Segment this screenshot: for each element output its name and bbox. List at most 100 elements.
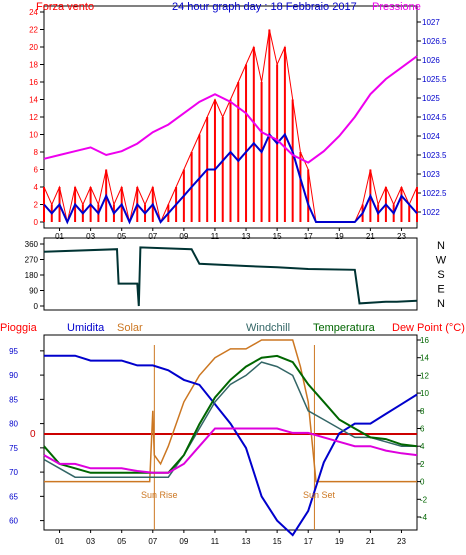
direction-y-tick-label: 180 xyxy=(25,271,39,280)
wind-y-tick-label: 2 xyxy=(34,201,39,210)
legend-entry: Solar xyxy=(117,322,143,334)
direction-y-ticks: 360 270 180 90 0 xyxy=(25,240,44,311)
wind-y-tick-label: 14 xyxy=(29,96,38,105)
temperature-plot-frame xyxy=(43,334,418,531)
humidity-y-tick-label: 60 xyxy=(9,517,18,526)
legend-entry: Pioggia xyxy=(0,322,38,334)
temperature-x-tick-label: 15 xyxy=(273,537,282,546)
temperature-x-tick-label: 03 xyxy=(86,537,95,546)
pressure-y-tick-label: 1027 xyxy=(422,18,440,27)
temperature-y-tick-label: 0 xyxy=(420,478,425,487)
chart-title: 24 hour graph day : 18 Febbraio 2017 xyxy=(172,1,357,13)
dewpoint-line xyxy=(43,427,418,474)
sun-set-label: Sun Set xyxy=(303,490,336,500)
rain-zero-label: 0 xyxy=(30,429,36,440)
temperature-x-tick-label: 13 xyxy=(242,537,251,546)
legend-entry: Dew Point (°C) xyxy=(392,322,465,334)
temperature-x-tick-label: 17 xyxy=(304,537,313,546)
temperature-y-tick-label: 16 xyxy=(420,336,429,345)
temperature-x-ticks: 01 03 05 07 09 11 13 15 17 19 21 23 xyxy=(55,530,406,546)
compass-label: S xyxy=(437,269,444,281)
wind-x-tick-label: 15 xyxy=(273,232,282,241)
temperature-y-tick-label: -4 xyxy=(420,513,428,522)
pressure-y-tick-label: 1023.5 xyxy=(422,151,447,160)
pressure-y-tick-label: 1026 xyxy=(422,56,440,65)
temperature-series xyxy=(43,339,418,537)
temperature-y-tick-label: 12 xyxy=(420,371,429,380)
humidity-y-tick-label: 75 xyxy=(9,444,18,453)
compass-label: N xyxy=(437,298,445,310)
pressure-y-tick-label: 1022 xyxy=(422,208,440,217)
pressure-y-tick-label: 1024.5 xyxy=(422,113,447,122)
compass-label: W xyxy=(436,255,447,267)
pressure-y-tick-label: 1025.5 xyxy=(422,75,447,84)
temperature-x-tick-label: 11 xyxy=(211,537,220,546)
wind-x-tick-label: 11 xyxy=(211,232,220,241)
direction-plot-frame xyxy=(43,237,418,311)
wind-y-tick-label: 18 xyxy=(29,61,38,70)
temperature-legend: Pioggia Umidita Solar Windchill Temperatura D… xyxy=(0,322,465,334)
humidity-y-tick-label: 85 xyxy=(9,395,18,404)
pressure-y-tick-label: 1025 xyxy=(422,94,440,103)
direction-y-tick-label: 270 xyxy=(25,256,39,265)
wind-series xyxy=(43,29,418,225)
direction-series xyxy=(43,246,418,307)
wind-x-tick-label: 23 xyxy=(397,232,406,241)
temperature-y-tick-label: 10 xyxy=(420,389,429,398)
wind-y-tick-label: 22 xyxy=(29,26,38,35)
pressure-y-tick-label: 1026.5 xyxy=(422,37,447,46)
temperature-y-tick-label: 8 xyxy=(420,407,425,416)
legend-entry: Temperatura xyxy=(313,322,376,334)
compass-label: N xyxy=(437,240,445,252)
temperature-y-tick-label: 14 xyxy=(420,354,429,363)
direction-y-tick-label: 0 xyxy=(34,302,39,311)
temperature-x-tick-label: 01 xyxy=(55,537,64,546)
wind-y-tick-label: 12 xyxy=(29,113,38,122)
humidity-y-tick-label: 95 xyxy=(9,347,18,356)
pressure-y-tick-label: 1022.5 xyxy=(422,189,447,198)
wind-y-tick-label: 6 xyxy=(34,166,39,175)
humidity-y-tick-label: 90 xyxy=(9,371,18,380)
temperature-x-tick-label: 21 xyxy=(366,537,375,546)
wind-x-tick-label: 07 xyxy=(148,232,157,241)
wind-y-tick-label: 8 xyxy=(34,148,39,157)
wind-y-tick-label: 16 xyxy=(29,78,38,87)
wind-y-tick-label: 4 xyxy=(34,183,39,192)
temperature-x-tick-label: 23 xyxy=(397,537,406,546)
temperature-x-tick-label: 07 xyxy=(148,537,157,546)
temperature-y-tick-label: 6 xyxy=(420,425,425,434)
pressure-title-right: Pressione xyxy=(372,1,421,13)
temperature-x-tick-label: 05 xyxy=(117,537,126,546)
windchill-line xyxy=(43,361,417,478)
wind-x-ticks: 01 03 05 07 09 11 13 15 17 19 21 23 xyxy=(55,228,406,241)
humidity-y-tick-label: 65 xyxy=(9,492,18,501)
humidity-line xyxy=(44,354,418,537)
wind-x-tick-label: 09 xyxy=(179,232,188,241)
wind-y-tick-label: 24 xyxy=(29,8,38,17)
wind-x-tick-label: 13 xyxy=(242,232,251,241)
wind-average-line xyxy=(43,132,418,225)
temperature-y-tick-label: 4 xyxy=(420,442,425,451)
temperature-x-tick-label: 09 xyxy=(179,537,188,546)
wind-title-left: Forza vento xyxy=(36,1,94,13)
pressure-line xyxy=(43,55,418,164)
solar-line xyxy=(44,339,417,483)
wind-x-tick-label: 01 xyxy=(55,232,64,241)
wind-x-tick-label: 19 xyxy=(335,232,344,241)
wind-x-tick-label: 21 xyxy=(366,232,375,241)
legend-entry: Windchill xyxy=(246,322,290,334)
wind-x-tick-label: 17 xyxy=(304,232,313,241)
wind-y-tick-label: 20 xyxy=(29,43,38,52)
wind-x-tick-label: 05 xyxy=(117,232,126,241)
wind-y-tick-label: 0 xyxy=(34,218,39,227)
temperature-x-tick-label: 19 xyxy=(335,537,344,546)
humidity-y-tick-label: 70 xyxy=(9,468,18,477)
humidity-y-tick-label: 80 xyxy=(9,420,18,429)
wind-direction-line xyxy=(43,246,418,307)
temperature-y-tick-label: -2 xyxy=(420,495,428,504)
sun-rise-label: Sun Rise xyxy=(141,490,178,500)
temperature-y-tick-label: 2 xyxy=(420,460,425,469)
wind-y-tick-label: 10 xyxy=(29,131,38,140)
